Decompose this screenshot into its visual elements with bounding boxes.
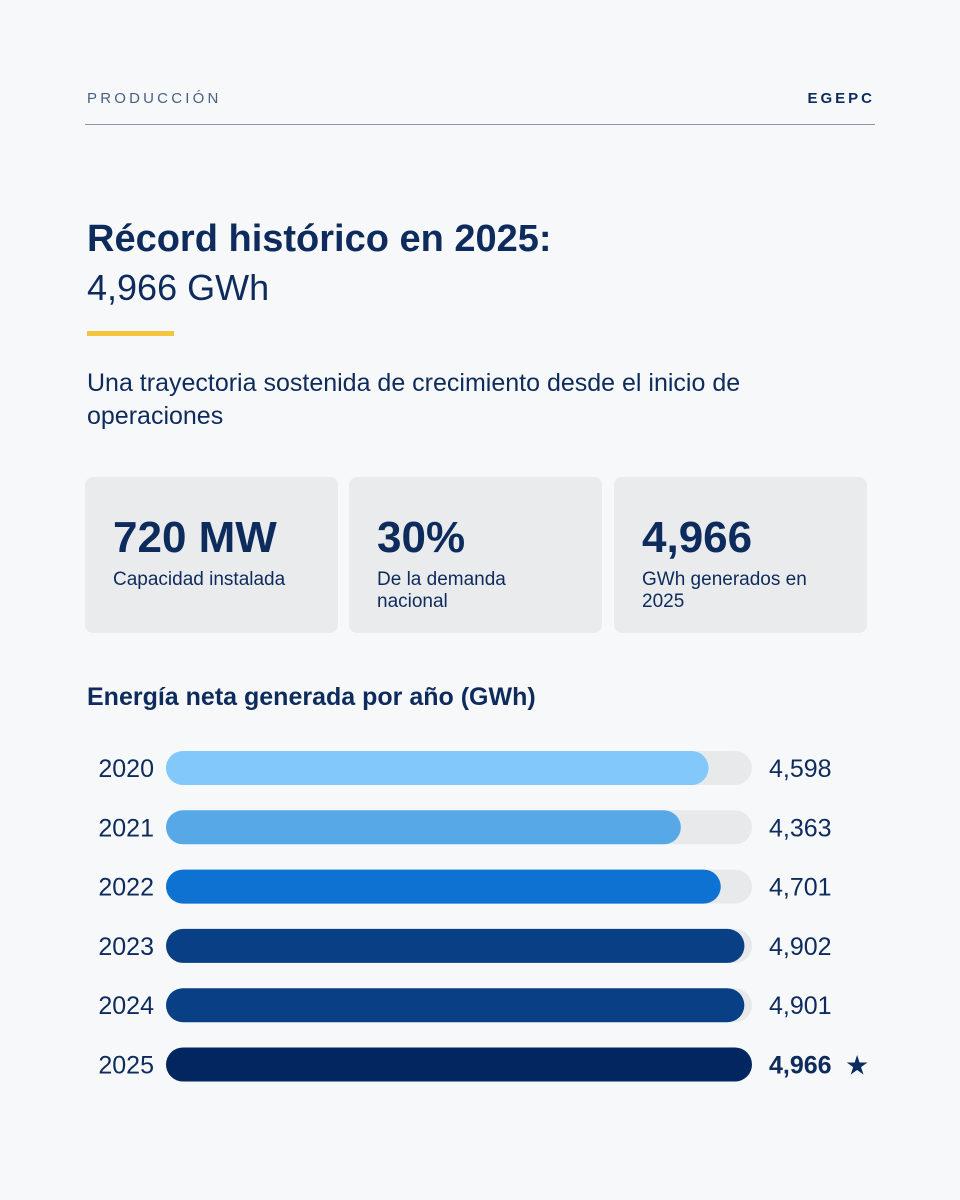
bar-2022 [166, 869, 721, 904]
stat-label: Capacidad instalada [113, 569, 286, 590]
stats-row: 720 MW Capacidad instalada 30% De la dem… [85, 477, 867, 633]
section-label: PRODUCCIÓN [87, 90, 222, 107]
stat-value: 30% [377, 513, 466, 562]
accent-divider [87, 331, 174, 336]
value-label-2023: 4,902 [769, 933, 832, 961]
bar-2025 [166, 1047, 752, 1082]
bar-2020 [166, 751, 709, 785]
stat-card-demand: 30% De la demanda nacional [349, 477, 602, 633]
year-label-2021: 2021 [98, 814, 154, 842]
stat-card-capacity: 720 MW Capacidad instalada [85, 477, 338, 633]
year-label-2025: 2025 [98, 1052, 154, 1080]
year-label-2020: 2020 [98, 755, 154, 783]
bar-2021 [166, 810, 681, 845]
stat-value: 4,966 [642, 513, 753, 562]
record-value: 4,966 GWh [87, 267, 270, 308]
value-label-2025: 4,966 [769, 1052, 832, 1080]
stat-card-generated: 4,966 GWh generados en 2025 [614, 477, 867, 633]
stat-label: GWh generados en 2025 [642, 569, 807, 612]
value-label-2020: 4,598 [769, 755, 832, 783]
brand-logo-text: EGEPC [807, 90, 875, 107]
year-label-2023: 2023 [98, 933, 154, 961]
page-description: Una trayectoria sostenida de crecimiento… [87, 369, 741, 430]
star-icon: ★ [845, 1051, 869, 1081]
page-title: Récord histórico en 2025: [87, 218, 552, 260]
year-label-2024: 2024 [98, 992, 154, 1020]
value-label-2021: 4,363 [769, 814, 832, 842]
value-label-2022: 4,701 [769, 874, 832, 902]
bar-2023 [166, 928, 745, 963]
year-label-2022: 2022 [98, 874, 154, 902]
bar-2024 [166, 988, 745, 1023]
stat-value: 720 MW [113, 513, 277, 562]
stat-label: De la demanda nacional [377, 569, 506, 612]
value-label-2024: 4,901 [769, 992, 832, 1020]
chart-title: Energía neta generada por año (GWh) [87, 683, 536, 711]
page-header: PRODUCCIÓN EGEPC [85, 88, 875, 125]
